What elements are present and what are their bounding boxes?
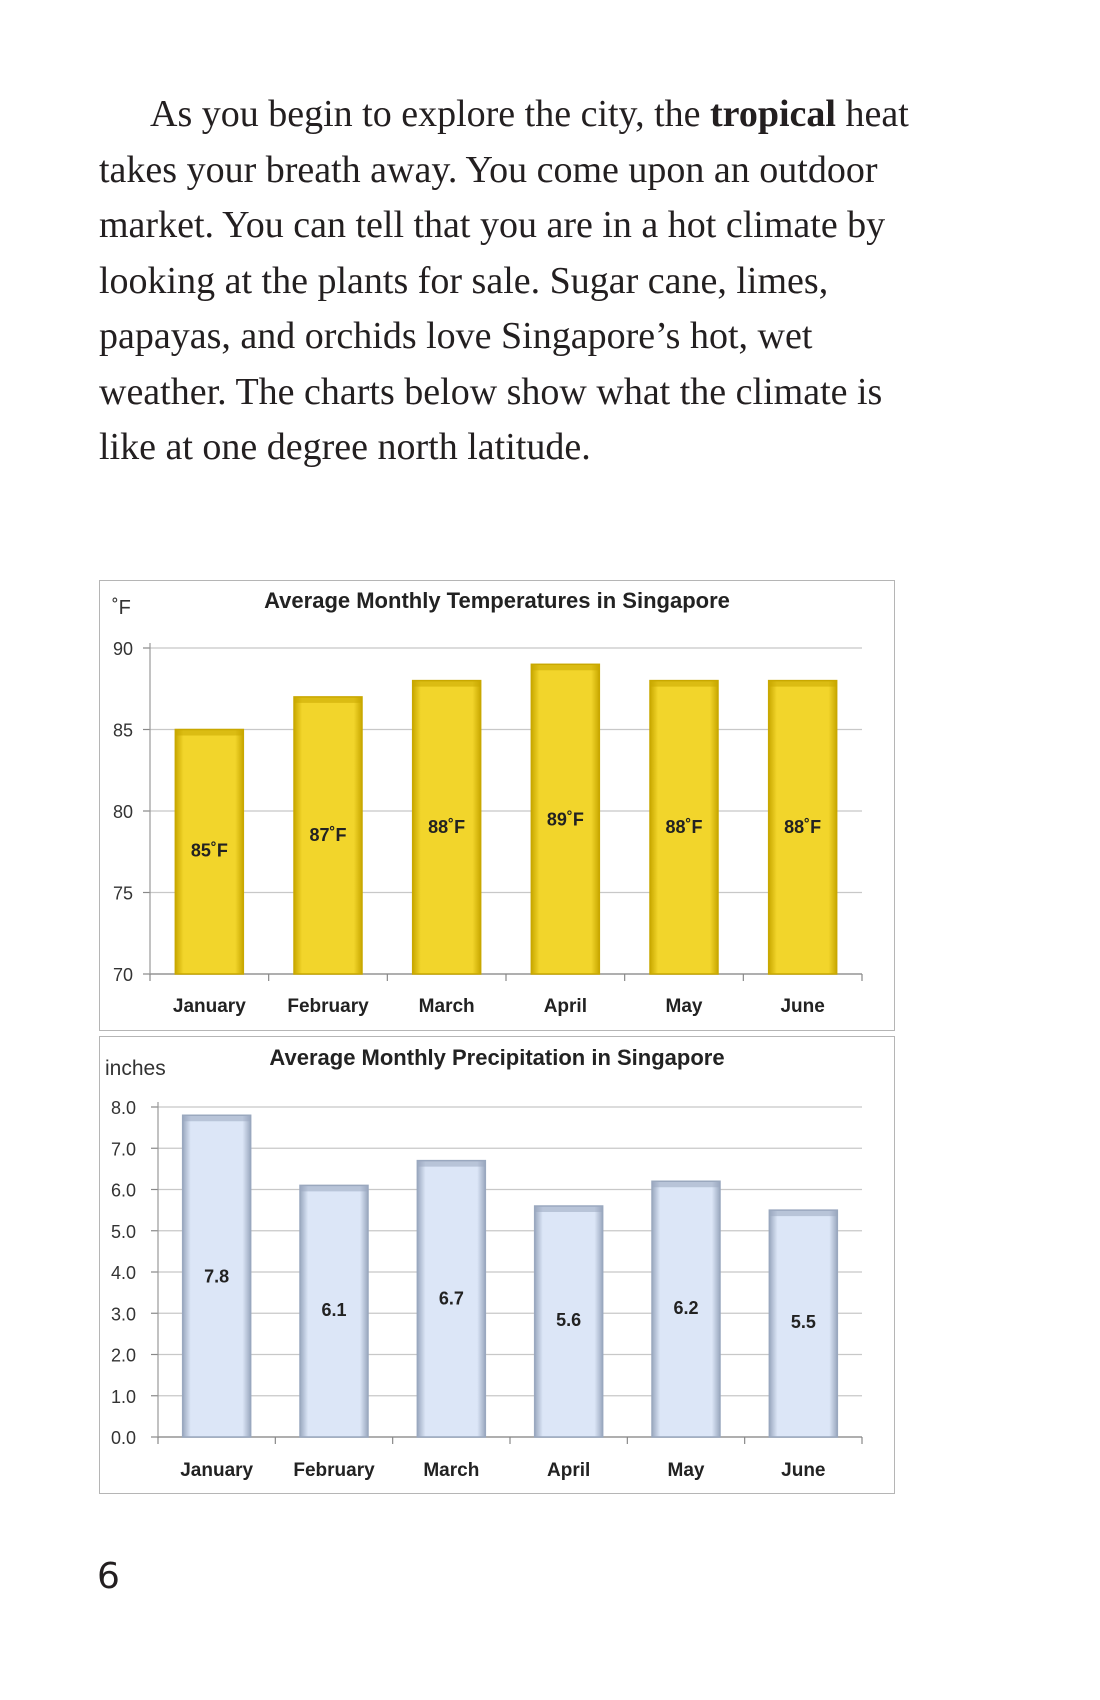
- data-label: 89˚F: [547, 809, 584, 829]
- y-tick-label: 6.0: [111, 1181, 136, 1201]
- data-label: 6.2: [673, 1298, 698, 1318]
- x-category-label: January: [173, 996, 246, 1017]
- data-label: 5.5: [791, 1312, 816, 1332]
- data-label: 88˚F: [665, 817, 702, 837]
- data-label: 5.6: [556, 1310, 581, 1330]
- bar: [416, 1159, 487, 1438]
- bar-top-bevel: [300, 1185, 368, 1192]
- y-tick-label: 70: [113, 965, 133, 985]
- x-category-label: March: [423, 1460, 479, 1481]
- bar: [533, 1205, 604, 1438]
- chart-title: Average Monthly Temperatures in Singapor…: [264, 588, 730, 613]
- paragraph-text-start: As you begin to explore the city, the: [150, 93, 711, 135]
- page-number: 6: [97, 1556, 120, 1597]
- data-label: 6.1: [321, 1300, 346, 1320]
- data-label: 88˚F: [428, 817, 465, 837]
- y-axis-unit-label: ˚F: [112, 597, 131, 619]
- bar-top-bevel: [652, 1181, 720, 1188]
- vocabulary-word: tropical: [710, 93, 836, 135]
- bar: [651, 1180, 721, 1438]
- y-tick-label: 1.0: [111, 1387, 136, 1407]
- bar-top-bevel: [769, 1210, 838, 1217]
- y-tick-label: 7.0: [111, 1139, 136, 1159]
- y-tick-label: 0.0: [111, 1428, 136, 1448]
- paragraph-text-rest: heat takes your breath away. You come up…: [99, 93, 909, 468]
- bar: [411, 679, 482, 975]
- bar-top-bevel: [182, 1115, 251, 1122]
- x-category-label: February: [287, 996, 369, 1017]
- data-label: 88˚F: [784, 817, 821, 837]
- bar-top-bevel: [294, 696, 362, 703]
- x-category-label: June: [780, 996, 824, 1017]
- temperature-chart-svg: Average Monthly Temperatures in Singapor…: [112, 588, 863, 1017]
- y-tick-label: 2.0: [111, 1346, 136, 1366]
- bar: [768, 1209, 839, 1438]
- bar: [649, 679, 719, 975]
- x-category-label: March: [419, 996, 475, 1017]
- bar-top-bevel: [768, 680, 837, 687]
- bar-top-bevel: [175, 729, 244, 736]
- body-paragraph-block: As you begin to explore the city, the tr…: [99, 87, 919, 476]
- x-category-label: May: [668, 1460, 705, 1481]
- precipitation-chart-svg: Average Monthly Precipitation in Singapo…: [105, 1045, 863, 1481]
- bar: [181, 1114, 252, 1438]
- temperature-chart: Average Monthly Temperatures in Singapor…: [99, 580, 895, 1031]
- x-category-label: June: [781, 1460, 825, 1481]
- bar: [530, 663, 601, 975]
- y-axis-unit-label: inches: [105, 1057, 166, 1080]
- x-category-label: February: [293, 1460, 375, 1481]
- body-paragraph: As you begin to explore the city, the tr…: [99, 87, 919, 476]
- data-label: 6.7: [439, 1288, 464, 1308]
- x-category-label: April: [547, 1460, 590, 1481]
- y-tick-label: 5.0: [111, 1222, 136, 1242]
- data-label: 85˚F: [191, 841, 228, 861]
- bar-top-bevel: [417, 1160, 486, 1167]
- y-tick-label: 80: [113, 802, 133, 822]
- bar-top-bevel: [412, 680, 481, 687]
- x-category-label: April: [544, 996, 587, 1017]
- precipitation-chart: Average Monthly Precipitation in Singapo…: [99, 1036, 895, 1494]
- bar: [767, 679, 838, 975]
- y-tick-label: 8.0: [111, 1098, 136, 1118]
- bar: [293, 696, 363, 975]
- chart-title: Average Monthly Precipitation in Singapo…: [269, 1045, 724, 1070]
- x-category-label: May: [666, 996, 703, 1017]
- bar: [299, 1184, 369, 1438]
- x-category-label: January: [180, 1460, 253, 1481]
- y-tick-label: 3.0: [111, 1304, 136, 1324]
- data-label: 7.8: [204, 1267, 229, 1287]
- bar-top-bevel: [534, 1206, 603, 1212]
- y-tick-label: 4.0: [111, 1263, 136, 1283]
- bar-top-bevel: [531, 664, 600, 671]
- bar-top-bevel: [650, 680, 718, 687]
- y-tick-label: 85: [113, 721, 133, 741]
- data-label: 87˚F: [309, 825, 346, 845]
- y-tick-label: 75: [113, 884, 133, 904]
- y-tick-label: 90: [113, 639, 133, 659]
